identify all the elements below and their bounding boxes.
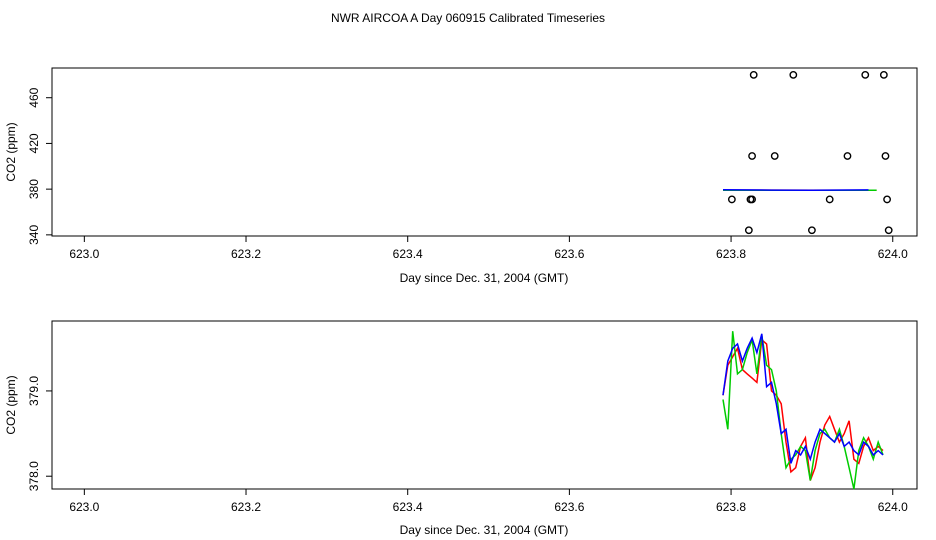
y-tick-label: 380 — [27, 179, 41, 199]
data-point — [789, 70, 798, 79]
top-plot-frame — [51, 67, 918, 237]
top-y-axis-label: CO2 (ppm) — [4, 122, 18, 181]
data-point — [883, 195, 891, 204]
data-point — [879, 70, 888, 79]
top-x-axis: 623.0 623.2 623.4 623.6 623.8 624.0 — [69, 236, 908, 261]
bottom-x-axis: 623.0 623.2 623.4 623.6 623.8 624.0 — [69, 489, 908, 514]
series-line-red — [722, 338, 884, 481]
figure-title: NWR AIRCOA A Day 060915 Calibrated Times… — [331, 11, 605, 25]
bottom-plot-marks — [722, 331, 884, 490]
bottom-y-axis: 378.0 379.0 — [27, 376, 52, 491]
y-tick-label: 378.0 — [27, 461, 41, 491]
top-panel: 623.0 623.2 623.4 623.6 623.8 624.0 340 380 420… — [4, 67, 918, 285]
bottom-panel: 623.0 623.2 623.4 623.6 623.8 624.0 378.0 379.… — [4, 320, 918, 537]
bottom-plot-frame — [51, 320, 918, 490]
data-point — [748, 195, 756, 204]
x-tick-label: 623.2 — [231, 247, 261, 261]
y-tick-label: 460 — [27, 87, 41, 107]
top-y-axis: 340 380 420 460 — [27, 87, 52, 245]
data-point — [843, 152, 852, 160]
x-tick-label: 623.8 — [716, 500, 746, 514]
bottom-y-axis-label: CO2 (ppm) — [4, 375, 18, 434]
data-point — [744, 226, 753, 235]
x-tick-label: 623.2 — [231, 500, 261, 514]
series-line-blue — [722, 188, 869, 192]
y-tick-label: 379.0 — [27, 376, 41, 406]
bottom-x-axis-label: Day since Dec. 31, 2004 (GMT) — [400, 523, 569, 537]
data-point — [884, 226, 893, 235]
top-x-axis-label: Day since Dec. 31, 2004 (GMT) — [400, 271, 569, 285]
x-tick-label: 623.4 — [393, 247, 423, 261]
x-tick-label: 623.0 — [69, 500, 99, 514]
x-tick-label: 623.8 — [716, 247, 746, 261]
data-point — [861, 70, 870, 79]
x-tick-label: 623.6 — [554, 247, 584, 261]
y-tick-label: 340 — [27, 225, 41, 245]
data-point — [727, 195, 736, 204]
data-point — [749, 70, 758, 79]
data-point — [881, 152, 890, 160]
series-line-blue — [722, 333, 884, 464]
top-plot-marks — [722, 70, 893, 235]
y-tick-label: 420 — [27, 133, 41, 153]
x-tick-label: 623.0 — [69, 247, 99, 261]
x-tick-label: 623.4 — [393, 500, 423, 514]
data-point — [808, 226, 816, 235]
data-point — [770, 152, 779, 160]
data-point — [825, 195, 834, 204]
x-tick-label: 623.6 — [554, 500, 584, 514]
x-tick-label: 624.0 — [878, 247, 908, 261]
x-tick-label: 624.0 — [878, 500, 908, 514]
series-line-green — [722, 331, 884, 490]
data-point — [748, 152, 756, 160]
